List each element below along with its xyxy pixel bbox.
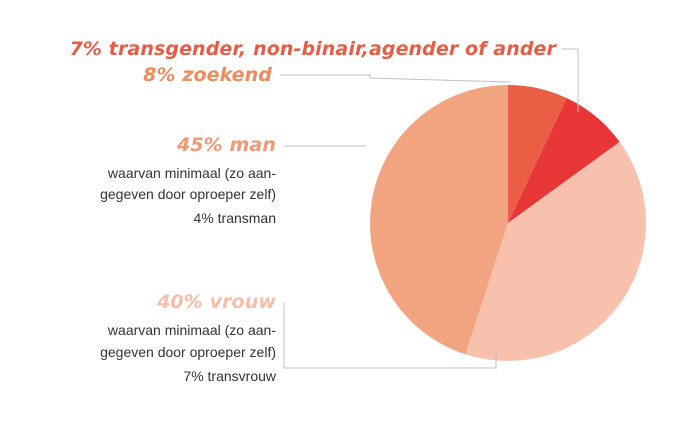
slice-zoekend [508, 98, 620, 223]
label-man-note-line-3: 4% transman [194, 210, 276, 226]
label-man-note-line-2: gegeven door oproeper zelf) [100, 186, 276, 202]
label-vrouw-note-line-1: waarvan minimaal (zo aan- [107, 322, 276, 338]
label-man-note-line-1: waarvan minimaal (zo aan- [107, 165, 276, 181]
leader-line-vrouw [283, 303, 497, 369]
label-zoekend: 8% zoekend [143, 64, 272, 86]
label-man: 45% man [176, 134, 276, 156]
slice-man [370, 85, 508, 355]
leader-line-zoekend [280, 74, 511, 83]
label-vrouw-note-line-3: 7% transvrouw [183, 368, 276, 384]
slice-transgender [508, 85, 567, 223]
label-transgender: 7% transgender, non-binair,agender of an… [70, 38, 558, 60]
leader-line-transgender [562, 48, 579, 112]
leader-lines [280, 48, 579, 369]
label-vrouw-note-line-2: gegeven door oproeper zelf) [100, 344, 276, 360]
pie-slices [370, 85, 647, 361]
label-vrouw: 40% vrouw [156, 291, 276, 313]
slice-vrouw [465, 141, 647, 361]
